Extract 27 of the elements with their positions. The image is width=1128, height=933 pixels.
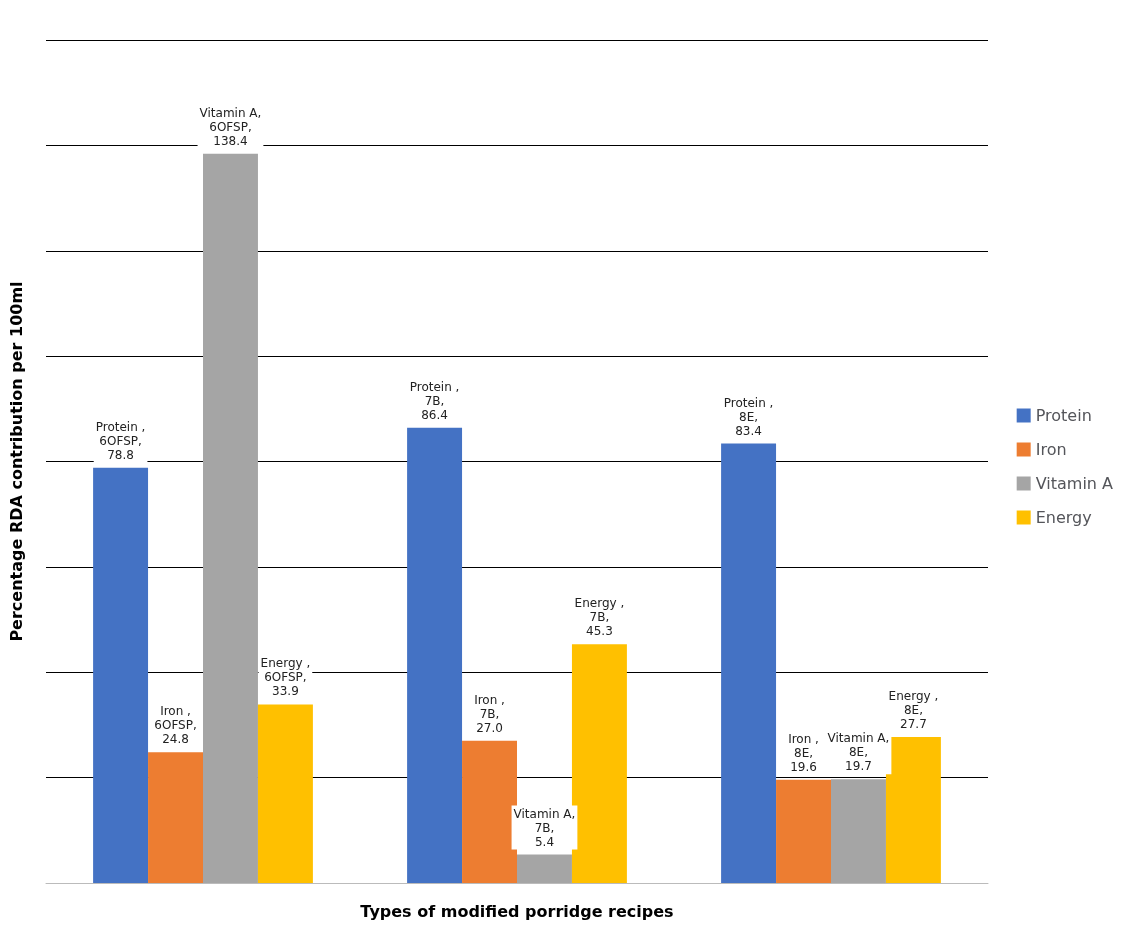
data-label: Protein , 6OFSP, 78.8 — [95, 419, 146, 462]
data-label: Energy , 8E, 27.7 — [888, 689, 939, 732]
x-axis-title: Types of modified porridge recipes — [360, 901, 674, 921]
data-label: Iron , 6OFSP, 24.8 — [154, 704, 197, 747]
data-label: Energy , 6OFSP, 33.9 — [260, 656, 311, 699]
bar — [407, 427, 463, 883]
legend-label: Iron — [1035, 440, 1067, 459]
data-label: Iron , 7B, 27.0 — [474, 692, 505, 735]
bar — [517, 854, 572, 883]
data-label: Protein , 7B, 86.4 — [409, 379, 460, 422]
data-label: Vitamin A, 8E, 19.7 — [827, 731, 890, 774]
bar — [776, 779, 831, 883]
data-label: Protein , 8E, 83.4 — [723, 395, 774, 438]
data-label: Iron , 8E, 19.6 — [788, 731, 819, 774]
legend-label: Vitamin A — [1035, 474, 1114, 493]
data-label: Energy , 7B, 45.3 — [574, 596, 625, 639]
bar — [831, 779, 886, 883]
bar — [203, 153, 258, 883]
data-label: Vitamin A, 6OFSP, 138.4 — [199, 105, 262, 148]
bar — [148, 752, 203, 883]
y-axis-title: Percentage RDA contribution per 100ml — [6, 281, 26, 642]
bar — [93, 467, 149, 883]
data-label: Vitamin A, 7B, 5.4 — [513, 806, 576, 849]
legend-label: Protein — [1035, 406, 1092, 425]
bar — [257, 704, 313, 883]
bar — [721, 443, 777, 883]
legend-label: Energy — [1035, 508, 1092, 527]
